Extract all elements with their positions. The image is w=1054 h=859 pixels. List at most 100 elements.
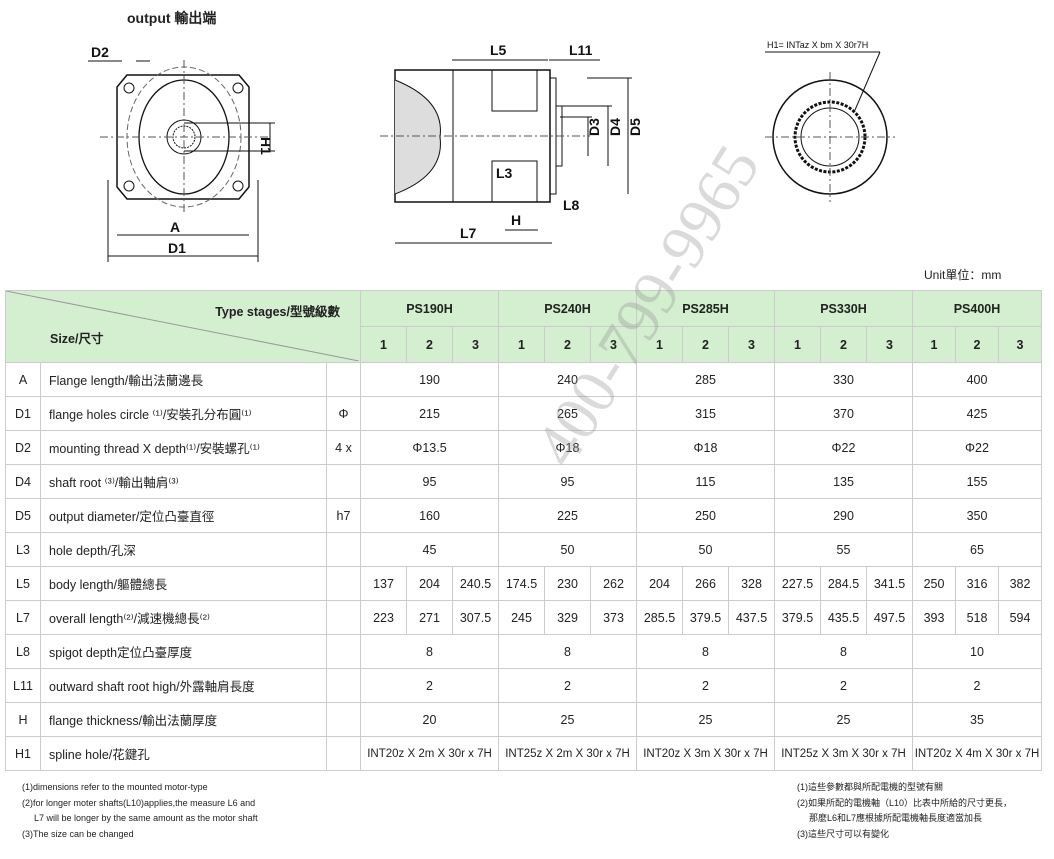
cell-value: 2 [636,668,775,703]
row-code: D5 [5,498,41,533]
row-unit [326,464,361,499]
label-d2: D2 [91,44,109,60]
row-label: spigot depth定位凸臺厚度 [40,634,327,669]
row-unit [326,532,361,567]
label-spline: H1= INTaz X bm X 30r7H [767,40,868,50]
row-unit [326,600,361,635]
row-label: flange holes circle ⁽¹⁾/安裝孔分布圓⁽¹⁾ [40,396,327,431]
stage-header: 3 [590,326,637,363]
label-d4: D4 [607,118,623,136]
label-l11: L11 [569,42,593,58]
cell-value: INT25z X 3m X 30r x 7H [774,736,913,771]
stage-header: 1 [774,326,821,363]
notes-chinese: (1)這些參數都與所配電機的型號有關 (2)如果所配的電機軸（L10）比表中所給… [797,780,1012,842]
cell-value: 155 [912,464,1042,499]
stage-header: 2 [544,326,591,363]
cell-value: 10 [912,634,1042,669]
cell-value: Φ18 [498,430,637,465]
cell-value: 95 [360,464,499,499]
cell-value: 379.5 [682,600,729,635]
label-d5: D5 [627,118,643,136]
model-header: PS330H [774,290,913,327]
cell-value: 315 [636,396,775,431]
cell-value: 341.5 [866,566,913,601]
cell-value: 25 [636,702,775,737]
row-unit [326,362,361,397]
front-view [88,60,275,262]
table-row: L7 overall length⁽²⁾/減速機總長⁽²⁾ 223 271 307.5 2… [5,600,1042,635]
cell-value: 284.5 [820,566,867,601]
cell-value: 160 [360,498,499,533]
cell-value: 115 [636,464,775,499]
cell-value: 370 [774,396,913,431]
row-label: body length/軀體總長 [40,566,327,601]
table-row: H1 spline hole/花鍵孔 INT20z X 2m X 30r x 7H I… [5,736,1042,771]
cell-value: 25 [774,702,913,737]
stage-header: 3 [866,326,913,363]
cell-value: 250 [912,566,956,601]
cell-value: 20 [360,702,499,737]
cell-value: 215 [360,396,499,431]
drawing-title: output 輸出端 [127,10,217,26]
stage-header: 3 [452,326,499,363]
cell-value: 250 [636,498,775,533]
cell-value: 290 [774,498,913,533]
side-view [380,59,632,244]
table-row: D5 output diameter/定位凸臺直徑 h7 160 225 250 290 35… [5,498,1042,533]
label-l7: L7 [460,225,477,241]
label-a: A [170,219,180,235]
row-code: H [5,702,41,737]
cell-value: Φ18 [636,430,775,465]
stage-header: 3 [728,326,775,363]
row-code: D4 [5,464,41,499]
label-l5: L5 [490,42,507,58]
cell-value: 382 [998,566,1042,601]
stage-header: 1 [360,326,407,363]
cell-value: INT20z X 3m X 30r x 7H [636,736,775,771]
table-row: D4 shaft root ⁽³⁾/輸出軸肩⁽³⁾ 95 95 115 135 155 [5,464,1042,499]
table-row: D1 flange holes circle ⁽¹⁾/安裝孔分布圓⁽¹⁾ Φ 215 2… [5,396,1042,431]
row-code: D1 [5,396,41,431]
cell-value: 350 [912,498,1042,533]
model-header: PS400H [912,290,1042,327]
cell-value: Φ22 [912,430,1042,465]
note: (3)這些尺寸可以有變化 [797,828,890,839]
row-unit: 4 x [326,430,361,465]
row-label: hole depth/孔深 [40,532,327,567]
cell-value: 245 [498,600,545,635]
row-code: L5 [5,566,41,601]
row-unit [326,736,361,771]
cell-value: 204 [636,566,683,601]
label-d1: D1 [168,240,186,256]
label-l8: L8 [563,197,580,213]
row-unit [326,668,361,703]
row-unit [326,566,361,601]
cell-value: 316 [955,566,999,601]
cell-value: 95 [498,464,637,499]
cell-value: 437.5 [728,600,775,635]
cell-value: INT20z X 2m X 30r x 7H [360,736,499,771]
cell-value: 518 [955,600,999,635]
technical-drawing: D2 H1 A D1 L5 L11 D3 D4 D5 L3 L8 H L7 H1… [88,40,895,262]
diagonal-line [6,291,359,361]
cell-value: 35 [912,702,1042,737]
note: (2)如果所配的電機軸（L10）比表中所給的尺寸更長， [797,797,1013,808]
row-label: outward shaft root high/外露軸肩長度 [40,668,327,703]
cell-value: 262 [590,566,637,601]
corner-header: Type stages/型號級數 Size/尺寸 [5,290,361,363]
cell-value: 50 [498,532,637,567]
cell-value: 497.5 [866,600,913,635]
type-header: Type stages/型號級數 [215,305,340,319]
model-header: PS190H [360,290,499,327]
cell-value: 135 [774,464,913,499]
note: (3)The size can be changed [22,828,134,839]
cell-value: 265 [498,396,637,431]
table-row: L8 spigot depth定位凸臺厚度 8 8 8 8 10 [5,634,1042,669]
row-label: mounting thread X depth⁽¹⁾/安裝螺孔⁽¹⁾ [40,430,327,465]
cell-value: 223 [360,600,407,635]
cell-value: 227.5 [774,566,821,601]
row-unit: h7 [326,498,361,533]
cell-value: 2 [498,668,637,703]
label-l3: L3 [496,165,513,181]
cell-value: 271 [406,600,453,635]
